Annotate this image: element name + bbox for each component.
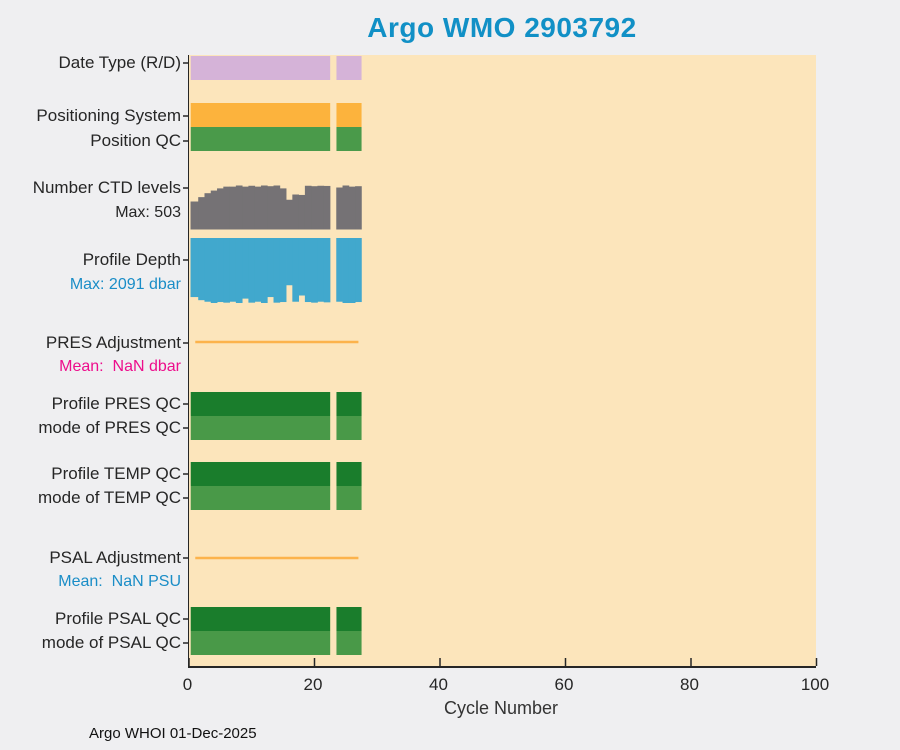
track-positioning-system (190, 103, 362, 127)
row-label-mode-psal-qc: mode of PSAL QC (41, 633, 181, 652)
row-label-mode-temp-qc: mode of TEMP QC (38, 488, 181, 507)
track-date-type (190, 56, 362, 80)
track-profile-pres-qc (190, 392, 362, 416)
row-sublabel-pres-adjustment: Mean: NaN dbar (59, 358, 181, 375)
track-position-qc (190, 127, 362, 151)
row-label-n-ctd-levels: Number CTD levels (32, 178, 181, 197)
track-mode-temp-qc (190, 486, 362, 510)
x-tick-label: 100 (800, 675, 830, 694)
x-tick-label: 80 (680, 675, 699, 694)
row-label-profile-depth: Profile Depth (82, 250, 181, 269)
track-mode-psal-qc (190, 631, 362, 655)
row-label-date-type: Date Type (R/D) (58, 53, 181, 72)
track-profile-psal-qc (190, 607, 362, 631)
row-label-position-qc: Position QC (90, 131, 181, 150)
x-tick-label: 60 (554, 675, 574, 694)
x-tick-label: 0 (182, 675, 193, 694)
track-n-ctd-levels (190, 185, 362, 230)
row-label-mode-pres-qc: mode of PRES QC (38, 418, 181, 437)
row-label-profile-psal-qc: Profile PSAL QC (55, 609, 181, 628)
row-sublabel-psal-adjustment: Mean: NaN PSU (58, 573, 181, 590)
x-axis-title: Cycle Number (443, 698, 559, 718)
track-profile-depth (190, 238, 362, 303)
row-label-psal-adjustment: PSAL Adjustment (49, 548, 181, 567)
row-label-profile-pres-qc: Profile PRES QC (51, 394, 181, 413)
track-mode-pres-qc (190, 416, 362, 440)
x-tick-label: 40 (429, 675, 448, 694)
row-label-pres-adjustment: PRES Adjustment (45, 333, 181, 352)
plot-canvas (182, 56, 817, 666)
x-tick-label: 20 (303, 675, 323, 694)
axis-tick-marks (182, 62, 817, 666)
track-profile-temp-qc (190, 462, 362, 486)
row-label-profile-temp-qc: Profile TEMP QC (51, 464, 181, 483)
chart-title: Argo WMO 2903792 (367, 12, 637, 43)
row-label-positioning-system: Positioning System (36, 106, 181, 125)
footer-credit: Argo WHOI 01-Dec-2025 (89, 725, 257, 742)
plot-area (182, 55, 817, 668)
row-sublabel-profile-depth: Max: 2091 dbar (69, 276, 181, 293)
row-sublabel-n-ctd-levels: Max: 503 (115, 204, 181, 221)
